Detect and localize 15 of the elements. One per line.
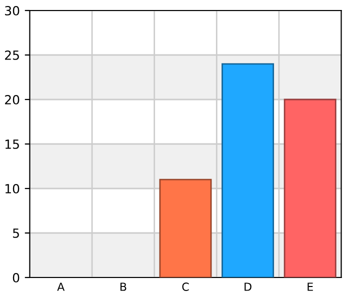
y-tick-label: 20 xyxy=(5,94,20,104)
x-tick-label: D xyxy=(244,282,252,291)
x-tick-label: E xyxy=(308,282,313,291)
y-tick-label: 10 xyxy=(5,184,20,194)
bar xyxy=(222,63,274,278)
x-tick-label: A xyxy=(57,282,65,291)
y-tick-label: 5 xyxy=(13,228,19,238)
y-tick-label: 0 xyxy=(12,272,20,282)
x-tick-label: B xyxy=(120,282,126,291)
bar xyxy=(159,178,212,278)
bar xyxy=(284,98,336,278)
y-tick-label: 15 xyxy=(5,140,19,149)
y-tick-label: 25 xyxy=(5,50,19,60)
x-tick-label: C xyxy=(182,282,189,291)
y-tick-label: 30 xyxy=(5,6,20,16)
